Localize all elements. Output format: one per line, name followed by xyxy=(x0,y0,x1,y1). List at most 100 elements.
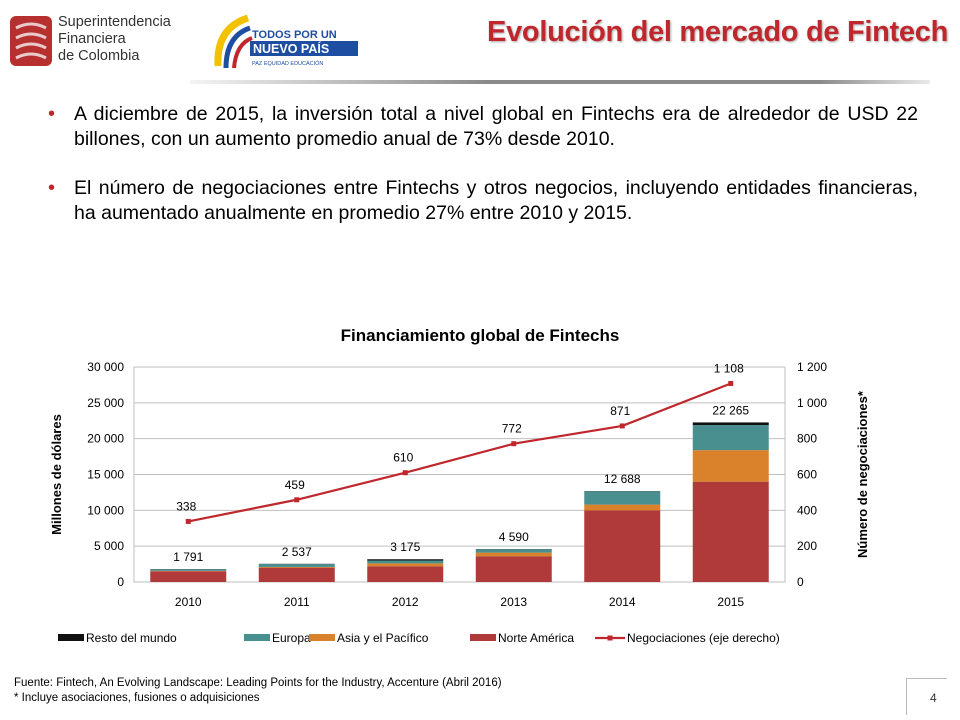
bars xyxy=(150,422,769,582)
plot-border xyxy=(133,366,786,583)
total-label: 22 265 xyxy=(712,403,749,417)
bar-segment xyxy=(584,510,661,582)
y2-tick-label: 800 xyxy=(797,432,817,446)
y2-tick-label: 200 xyxy=(797,539,817,553)
legend-swatch xyxy=(470,634,496,641)
y-tick-label: 25 000 xyxy=(87,396,124,410)
y-tick-label: 5 000 xyxy=(94,539,124,553)
footnote: * Incluye asociaciones, fusiones o adqui… xyxy=(14,692,260,704)
deals-line xyxy=(185,380,734,524)
bar-segment xyxy=(258,564,335,567)
y-axis-label: Millones de dólares xyxy=(49,414,64,535)
y-tick-label: 0 xyxy=(117,575,124,589)
bar-segment xyxy=(367,559,444,561)
bar-segment xyxy=(150,571,227,582)
deals-marker xyxy=(728,380,734,386)
bar-segment xyxy=(692,450,769,482)
bullet-icon: • xyxy=(48,103,56,125)
footer: Fuente: Fintech, An Evolving Landscape: … xyxy=(14,676,502,706)
sfc-name-line-1: Superintendencia xyxy=(58,14,171,30)
legend-marker xyxy=(607,635,613,641)
page-number: 4 xyxy=(930,691,937,705)
legend-swatch xyxy=(58,634,84,641)
bar-segment xyxy=(475,549,552,553)
bar-segment xyxy=(367,566,444,582)
page-number-box xyxy=(906,678,947,715)
legend-swatch xyxy=(244,634,270,641)
legend-label: Norte América xyxy=(498,631,574,645)
total-label: 12 688 xyxy=(604,472,641,486)
page-title: Evolución del mercado de Fintech xyxy=(487,16,948,48)
legend-label: Asia y el Pacífico xyxy=(337,631,429,645)
legend-label: Resto del mundo xyxy=(86,631,177,645)
y2-tick-label: 600 xyxy=(797,468,817,482)
deals-label: 338 xyxy=(176,499,196,513)
bullet-item: • A diciembre de 2015, la inversión total… xyxy=(42,102,918,152)
bullet-text: A diciembre de 2015, la inversión total … xyxy=(74,103,918,150)
header: Superintendencia Financiera de Colombia … xyxy=(0,0,960,90)
legend-label: Negociaciones (eje derecho) xyxy=(627,631,780,645)
x-tick-label: 2014 xyxy=(609,595,636,609)
bar-segment xyxy=(475,552,552,557)
bar-segment xyxy=(258,567,335,582)
gov-logo-line-1: TODOS POR UN xyxy=(252,29,337,41)
y-tick-label: 30 000 xyxy=(87,360,124,374)
bar-segment xyxy=(584,491,661,505)
deals-label: 1 108 xyxy=(714,361,744,375)
bullet-item: • El número de negociaciones entre Fintec… xyxy=(42,176,918,226)
y2-axis-label: Número de negociaciones* xyxy=(855,390,870,558)
sfc-logo-mark xyxy=(10,16,52,66)
bar-segment xyxy=(692,481,769,582)
legend: Resto del mundo Europa Asia y el Pacífico N… xyxy=(58,631,780,645)
gov-logo: TODOS POR UN NUEVO PAÍS PAZ EQUIDAD EDUC… xyxy=(214,14,358,69)
x-tick-label: 2011 xyxy=(284,595,310,609)
total-label: 1 791 xyxy=(173,550,203,564)
deals-marker xyxy=(294,497,300,503)
deals-label: 772 xyxy=(502,422,522,436)
sfc-name-line-2: Financiera xyxy=(58,31,126,47)
header-divider xyxy=(190,80,930,84)
bar-segment xyxy=(584,504,661,511)
bar-segment xyxy=(367,563,444,567)
x-tick-label: 2013 xyxy=(500,595,527,609)
bar-segment xyxy=(692,422,769,426)
total-label: 3 175 xyxy=(390,540,420,554)
gov-logo-line-2: NUEVO PAÍS xyxy=(253,41,329,56)
deals-marker xyxy=(619,423,625,429)
legend-swatch xyxy=(309,634,335,641)
data-labels: 1 791 2 537 3 175 4 590 12 688 22 265 338 459 61… xyxy=(173,361,749,564)
y-tick-label: 15 000 xyxy=(87,468,124,482)
sfc-logo xyxy=(10,16,52,66)
chart-title: Financiamiento global de Fintechs xyxy=(340,326,620,345)
y-tick-label: 10 000 xyxy=(87,503,124,517)
total-label: 2 537 xyxy=(282,545,312,559)
bar-segment xyxy=(367,560,444,564)
bar-segment xyxy=(150,569,227,571)
deals-label: 610 xyxy=(393,451,413,465)
deals-label: 871 xyxy=(610,404,630,418)
y2-tick-label: 1 200 xyxy=(797,360,827,374)
bullet-icon: • xyxy=(48,177,56,199)
axes: 0 5 000 10 000 15 000 20 000 25 000 30 000 0 200… xyxy=(49,360,870,609)
gov-logo-line-3: PAZ EQUIDAD EDUCACIÓN xyxy=(252,60,323,67)
y2-tick-label: 1 000 xyxy=(797,396,827,410)
x-tick-label: 2012 xyxy=(392,595,419,609)
source-note: Fuente: Fintech, An Evolving Landscape: … xyxy=(14,677,502,689)
bullet-list: • A diciembre de 2015, la inversión total… xyxy=(42,102,918,250)
y2-tick-label: 400 xyxy=(797,503,817,517)
sfc-name-line-3: de Colombia xyxy=(58,48,140,64)
total-label: 4 590 xyxy=(499,530,529,544)
y2-tick-label: 0 xyxy=(797,575,804,589)
deals-marker xyxy=(511,441,517,447)
y-tick-label: 20 000 xyxy=(87,432,124,446)
bar-segment xyxy=(475,556,552,582)
deals-marker xyxy=(185,518,191,524)
deals-label: 459 xyxy=(285,478,305,492)
gridlines xyxy=(133,366,786,583)
sfc-logo-text: Superintendencia Financiera de Colombia xyxy=(58,14,171,65)
legend-label: Europa xyxy=(272,631,311,645)
x-tick-label: 2015 xyxy=(717,595,744,609)
bar-segment xyxy=(692,425,769,451)
bar-segment xyxy=(258,566,335,568)
bullet-text: El número de negociaciones entre Fintech… xyxy=(74,177,918,224)
